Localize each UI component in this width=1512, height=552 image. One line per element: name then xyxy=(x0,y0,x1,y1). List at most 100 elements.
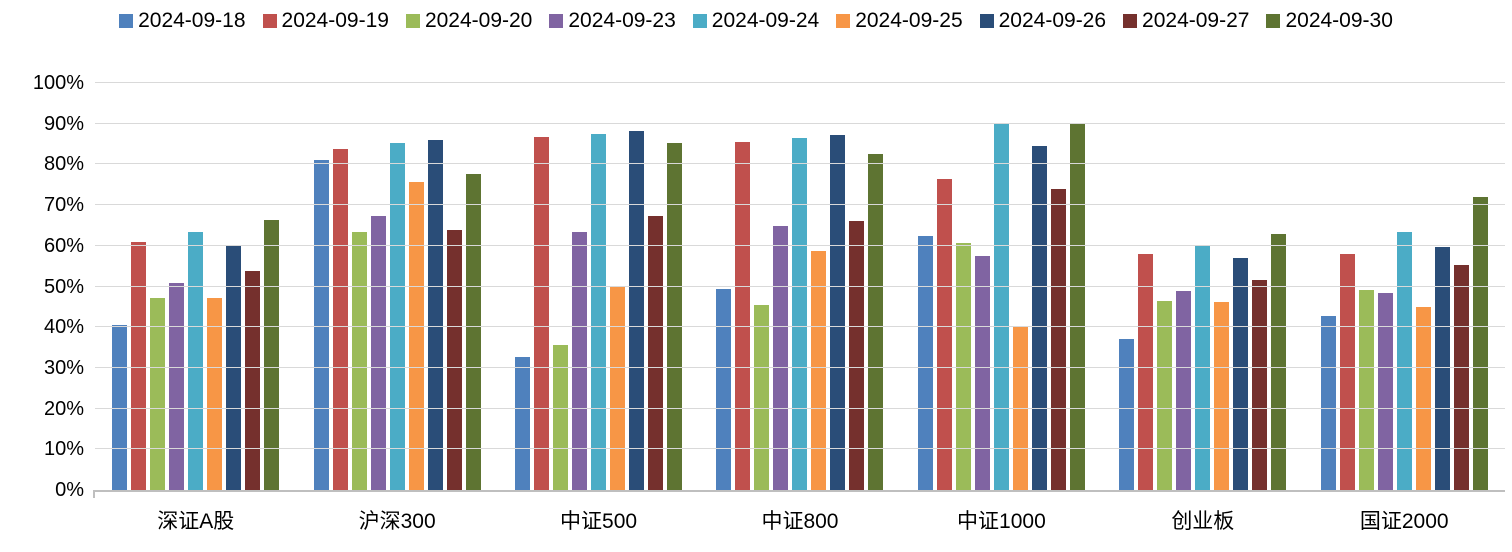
legend-label: 2024-09-27 xyxy=(1142,9,1250,32)
bar-groups xyxy=(95,83,1505,490)
bar-深证A股-2024-09-30 xyxy=(264,220,280,490)
bar-中证500-2024-09-23 xyxy=(572,231,588,490)
bar-深证A股-2024-09-24 xyxy=(188,231,204,490)
bar-国证2000-2024-09-24 xyxy=(1396,231,1412,490)
x-category-label: 国证2000 xyxy=(1359,510,1449,533)
bar-中证1000-2024-09-26 xyxy=(1031,146,1047,490)
legend-swatch-icon xyxy=(405,14,420,28)
bar-中证800-2024-09-20 xyxy=(754,305,770,490)
y-tick-label: 70% xyxy=(43,194,84,217)
legend-item-2024-09-18: 2024-09-18 xyxy=(119,6,246,36)
bar-中证800-2024-09-24 xyxy=(792,138,808,490)
gridline xyxy=(95,244,1505,246)
axis-tick xyxy=(93,490,95,498)
legend-item-2024-09-26: 2024-09-26 xyxy=(979,6,1106,36)
bar-国证2000-2024-09-20 xyxy=(1358,289,1374,490)
legend-label: 2024-09-19 xyxy=(281,9,389,32)
x-category-label: 创业板 xyxy=(1171,510,1235,533)
bar-中证1000-2024-09-24 xyxy=(993,122,1009,490)
bar-国证2000-2024-09-25 xyxy=(1415,307,1431,490)
bar-中证1000-2024-09-20 xyxy=(955,242,971,490)
bar-国证2000-2024-09-26 xyxy=(1434,246,1450,490)
legend-label: 2024-09-23 xyxy=(568,9,676,32)
y-tick-label: 50% xyxy=(43,275,84,298)
y-tick-label: 60% xyxy=(43,234,84,257)
bar-沪深300-2024-09-25 xyxy=(408,181,424,490)
bar-中证500-2024-09-19 xyxy=(534,137,550,490)
bar-创业板-2024-09-23 xyxy=(1176,291,1192,490)
bar-深证A股-2024-09-20 xyxy=(150,298,166,490)
x-category-label: 中证500 xyxy=(560,510,638,533)
bar-中证800-2024-09-27 xyxy=(849,220,865,490)
bar-中证500-2024-09-24 xyxy=(591,134,607,490)
y-tick-label: 40% xyxy=(43,316,84,339)
bar-group-深证A股 xyxy=(95,83,296,490)
gridline xyxy=(95,407,1505,409)
legend-swatch-icon xyxy=(549,14,564,28)
chart-legend: 2024-09-18 2024-09-19 2024-09-20 2024-09-23… xyxy=(0,6,1512,36)
bar-国证2000-2024-09-18 xyxy=(1320,315,1336,490)
legend-swatch-icon xyxy=(1266,14,1281,28)
bar-国证2000-2024-09-30 xyxy=(1472,197,1488,490)
bar-group-创业板 xyxy=(1102,83,1303,490)
bar-国证2000-2024-09-23 xyxy=(1377,293,1393,490)
legend-label: 2024-09-18 xyxy=(138,9,246,32)
y-tick-label: 30% xyxy=(43,356,84,379)
gridline xyxy=(95,122,1505,124)
legend-item-2024-09-25: 2024-09-25 xyxy=(836,6,963,36)
y-tick-label: 10% xyxy=(43,438,84,461)
bar-中证1000-2024-09-19 xyxy=(936,179,952,490)
bar-创业板-2024-09-27 xyxy=(1252,279,1268,490)
bar-中证1000-2024-09-27 xyxy=(1050,188,1066,490)
x-category-label: 中证1000 xyxy=(957,510,1046,533)
legend-label: 2024-09-24 xyxy=(711,9,820,32)
gridline xyxy=(95,326,1505,328)
bar-group-沪深300 xyxy=(296,83,497,490)
legend-item-2024-09-23: 2024-09-23 xyxy=(549,6,676,36)
bar-中证800-2024-09-26 xyxy=(830,135,846,490)
y-tick-label: 20% xyxy=(43,397,84,420)
bar-中证800-2024-09-18 xyxy=(716,288,732,490)
legend-swatch-icon xyxy=(979,14,994,28)
bar-中证1000-2024-09-18 xyxy=(917,236,933,490)
bar-深证A股-2024-09-27 xyxy=(245,270,261,490)
bar-国证2000-2024-09-27 xyxy=(1453,264,1469,490)
bar-创业板-2024-09-20 xyxy=(1157,300,1173,490)
bar-中证500-2024-09-18 xyxy=(515,357,531,490)
y-axis: 0% 10% 20% 30% 40% 50% 60% 70% 80% 90% 100% xyxy=(0,0,84,552)
bar-中证500-2024-09-26 xyxy=(629,131,645,490)
legend-swatch-icon xyxy=(119,14,134,28)
bar-group-国证2000 xyxy=(1304,83,1505,490)
bar-中证1000-2024-09-30 xyxy=(1069,122,1085,490)
x-axis: 深证A股 沪深300 中证500 中证800 中证1000 创业板 国证2000 xyxy=(95,505,1505,539)
legend-swatch-icon xyxy=(1123,14,1138,28)
y-tick-label: 100% xyxy=(32,72,84,94)
bar-中证500-2024-09-20 xyxy=(553,345,569,490)
legend-label: 2024-09-30 xyxy=(1285,9,1393,32)
bar-深证A股-2024-09-19 xyxy=(131,242,147,490)
bar-沪深300-2024-09-24 xyxy=(389,143,405,490)
bar-沪深300-2024-09-30 xyxy=(465,174,481,490)
bar-group-中证1000 xyxy=(901,83,1102,490)
y-tick-label: 80% xyxy=(43,153,84,176)
bar-创业板-2024-09-18 xyxy=(1119,338,1135,490)
gridline xyxy=(95,163,1505,165)
plot-area xyxy=(93,82,1505,498)
gridline xyxy=(95,285,1505,287)
legend-swatch-icon xyxy=(692,14,707,28)
bar-中证500-2024-09-30 xyxy=(667,143,683,490)
bar-国证2000-2024-09-19 xyxy=(1339,253,1355,490)
bar-创业板-2024-09-25 xyxy=(1214,302,1230,490)
bar-中证800-2024-09-23 xyxy=(773,225,789,490)
y-tick-label: 90% xyxy=(43,112,84,135)
bar-沪深300-2024-09-19 xyxy=(332,149,348,490)
gridline xyxy=(95,82,1505,83)
bar-沪深300-2024-09-26 xyxy=(427,140,443,490)
legend-item-2024-09-27: 2024-09-27 xyxy=(1123,6,1249,36)
legend-item-2024-09-30: 2024-09-30 xyxy=(1266,6,1393,36)
bar-中证800-2024-09-30 xyxy=(868,154,884,490)
bar-中证800-2024-09-25 xyxy=(811,251,827,490)
gridline xyxy=(95,448,1505,450)
legend-item-2024-09-20: 2024-09-20 xyxy=(405,6,532,36)
